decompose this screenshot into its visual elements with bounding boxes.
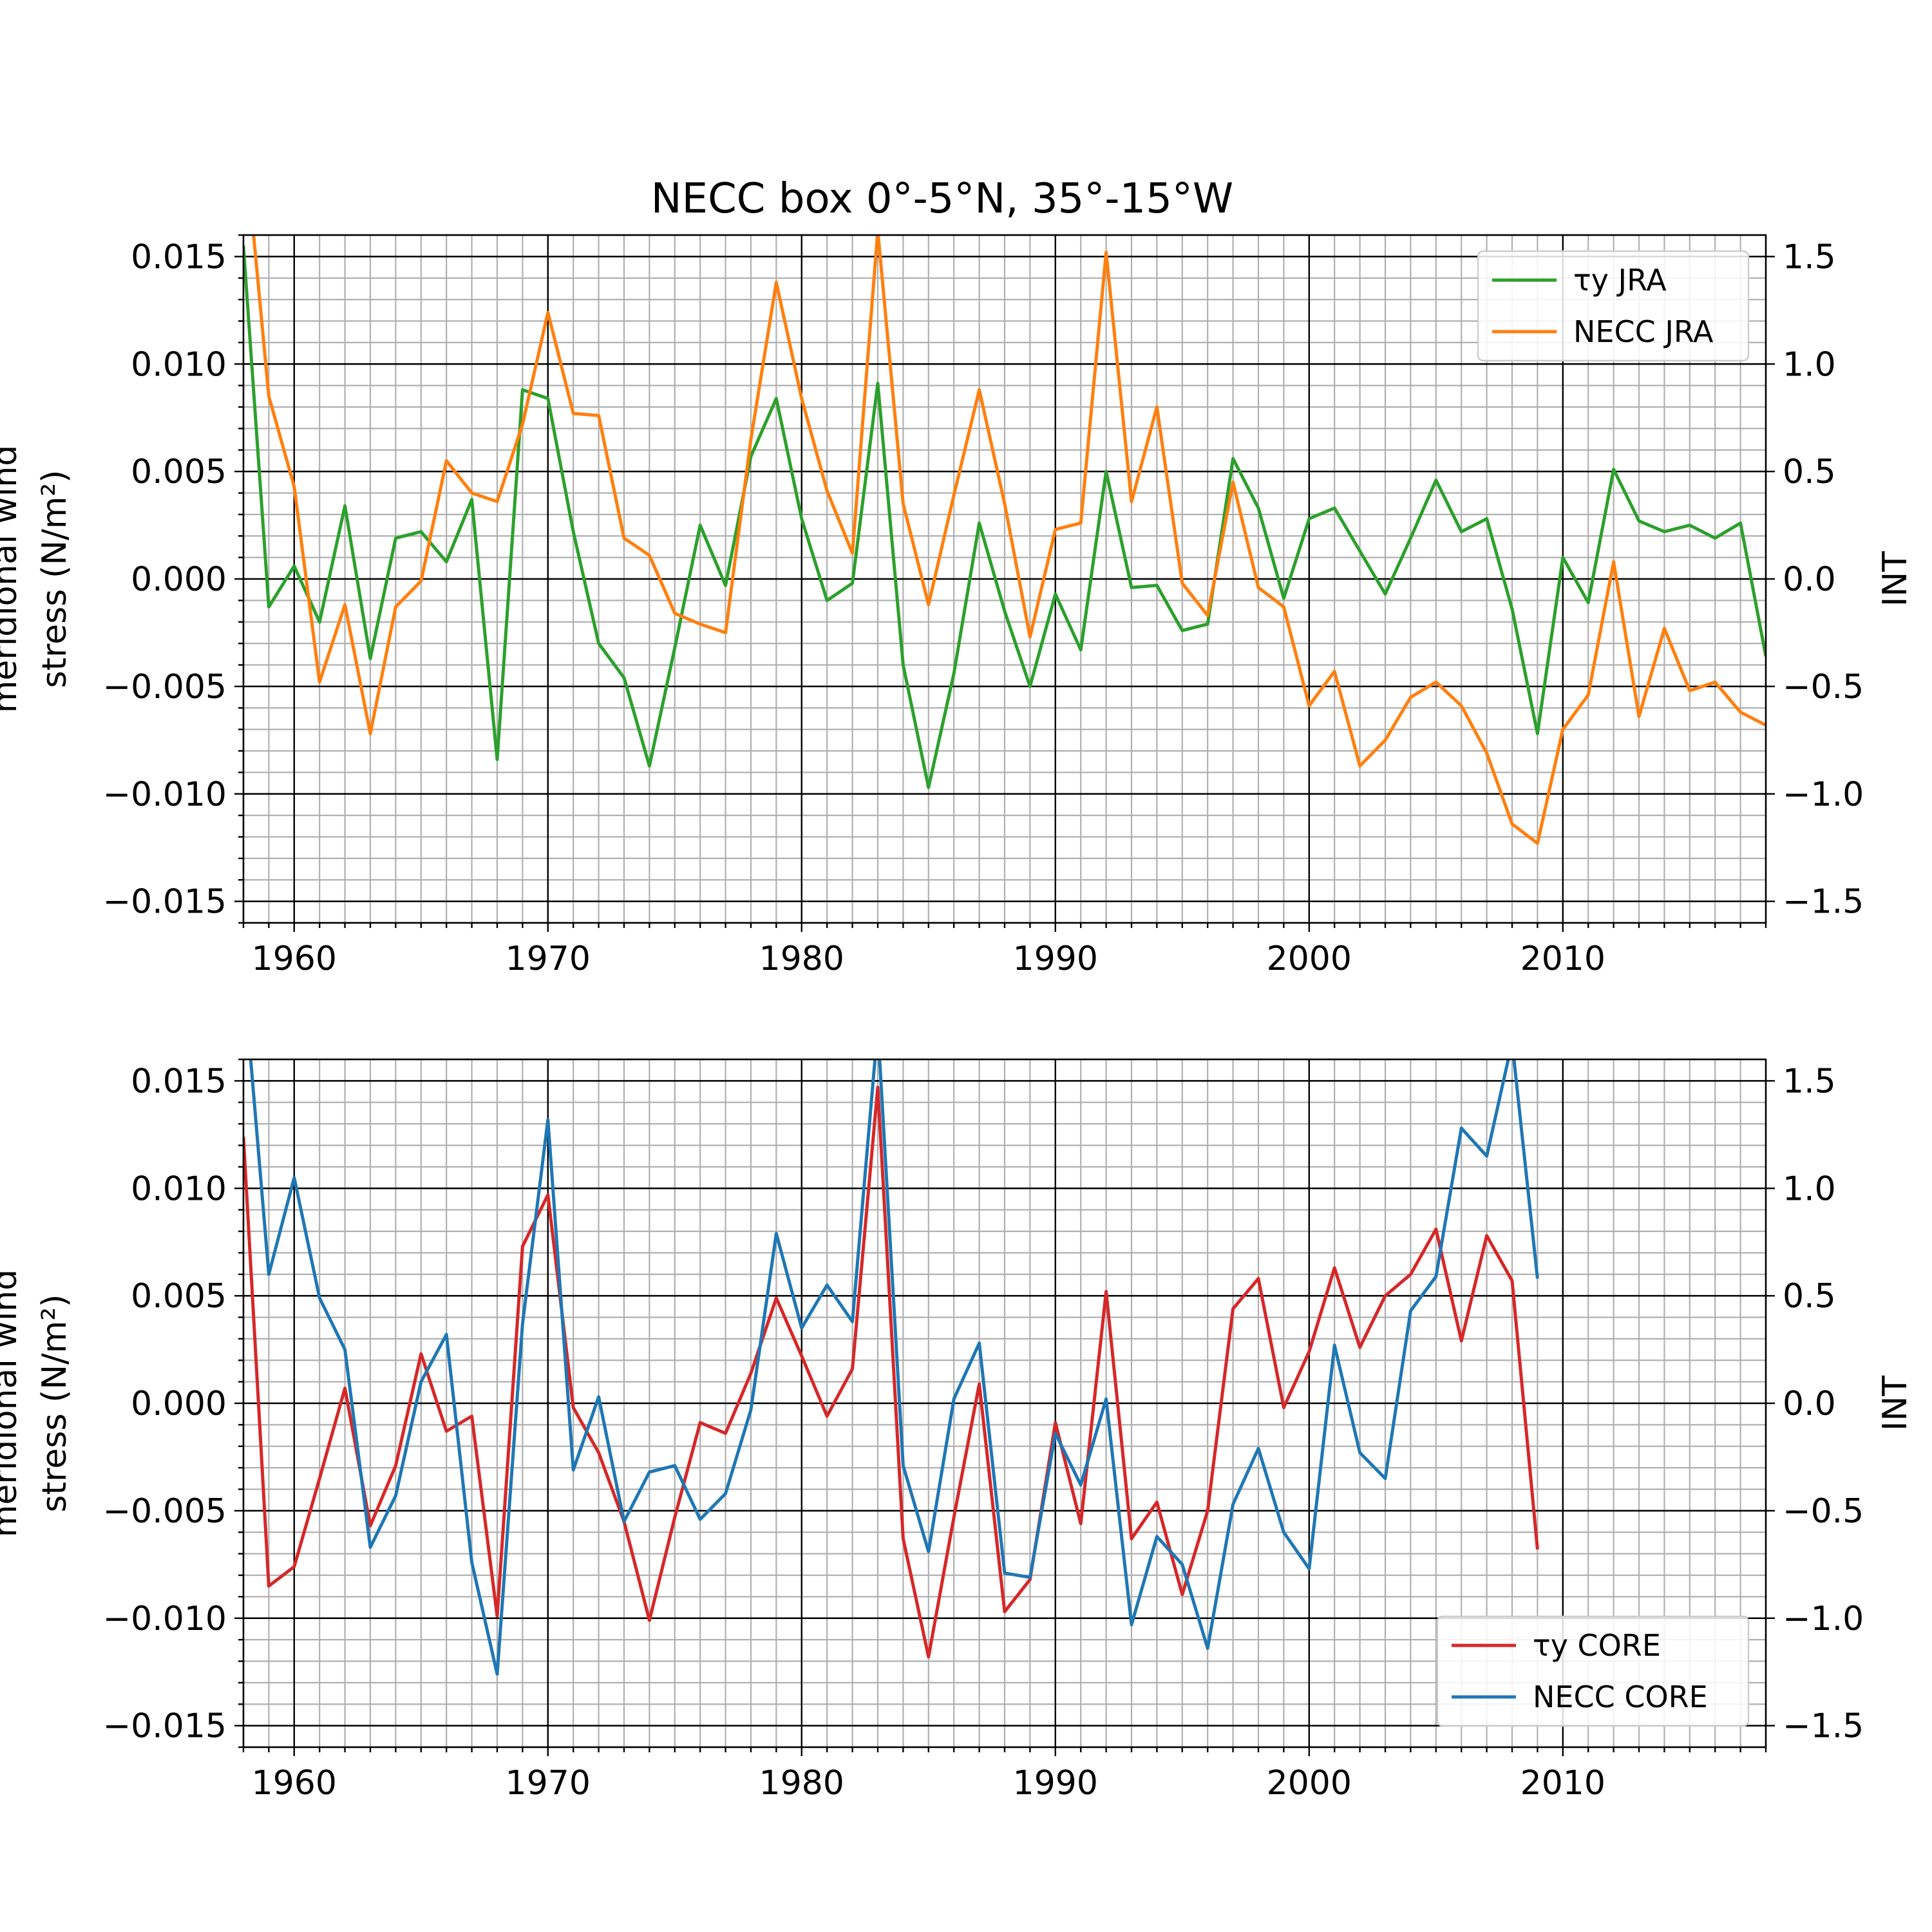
y-left-tick-label: 0.010 bbox=[131, 345, 227, 384]
y-right-tick-label: 0.5 bbox=[1783, 1277, 1836, 1316]
y-right-tick-label: 0.0 bbox=[1783, 560, 1836, 599]
x-tick-label: 2000 bbox=[1267, 1764, 1352, 1803]
y-right-tick-label: −1.0 bbox=[1783, 1600, 1864, 1638]
x-tick-label: 1970 bbox=[506, 940, 591, 978]
y-left-axis-label-line-1: meridional wind bbox=[0, 445, 24, 713]
x-tick-label: 1970 bbox=[506, 1764, 591, 1803]
y-left-tick-label: −0.005 bbox=[103, 1492, 227, 1531]
y-left-axis-label-line-2: stress (N/m²) bbox=[35, 470, 74, 688]
panel-jra: 1960 1970 1980 1990 2000 2010 0.015 0.010 0.005 0… bbox=[0, 234, 1915, 978]
series-line-1 bbox=[252, 235, 1766, 845]
legend-label-1: NECC JRA bbox=[1573, 314, 1714, 349]
y-left-tick-label: 0.015 bbox=[131, 238, 227, 276]
y-right-tick-label: −1.0 bbox=[1783, 775, 1864, 814]
y-left-tick-label: 0.005 bbox=[131, 1277, 227, 1316]
series-line-0 bbox=[243, 245, 1766, 790]
y-right-tick-label: 1.5 bbox=[1783, 1062, 1836, 1101]
x-tick-label: 2010 bbox=[1520, 940, 1605, 978]
y-right-axis-label: INT bbox=[1876, 551, 1915, 607]
x-tick-label: 2010 bbox=[1520, 1764, 1605, 1803]
y-left-tick-label: −0.010 bbox=[103, 1600, 227, 1638]
series-line-0 bbox=[243, 1085, 1539, 1659]
legend-label-0: τy CORE bbox=[1533, 1628, 1661, 1663]
y-left-tick-label: −0.015 bbox=[103, 1707, 227, 1746]
y-right-tick-label: 1.5 bbox=[1783, 238, 1836, 276]
y-right-tick-label: 1.0 bbox=[1783, 1170, 1836, 1208]
y-right-tick-label: 1.0 bbox=[1783, 345, 1836, 384]
y-left-tick-label: 0.000 bbox=[131, 1385, 227, 1423]
y-left-tick-label: −0.015 bbox=[103, 883, 227, 922]
y-left-tick-label: 0.000 bbox=[131, 560, 227, 599]
x-tick-label: 2000 bbox=[1267, 940, 1352, 978]
y-right-tick-label: −1.5 bbox=[1783, 883, 1864, 922]
legend-label-1: NECC CORE bbox=[1533, 1680, 1708, 1714]
legend-label-0: τy JRA bbox=[1573, 263, 1667, 298]
y-right-tick-label: −0.5 bbox=[1783, 668, 1864, 706]
y-left-axis-label-line-2: stress (N/m²) bbox=[35, 1294, 74, 1513]
y-left-tick-label: 0.015 bbox=[131, 1062, 227, 1101]
y-left-tick-label: 0.005 bbox=[131, 453, 227, 491]
x-tick-label: 1960 bbox=[252, 1764, 337, 1803]
x-tick-label: 1990 bbox=[1013, 1764, 1098, 1803]
y-left-axis-label-line-1: meridional wind bbox=[0, 1269, 24, 1537]
y-left-tick-label: −0.010 bbox=[103, 775, 227, 814]
y-left-tick-label: −0.005 bbox=[103, 668, 227, 706]
x-tick-label: 1980 bbox=[759, 1764, 844, 1803]
y-left-axis-label: meridional wind stress (N/m²) bbox=[0, 445, 74, 713]
y-left-axis-label: meridional wind stress (N/m²) bbox=[0, 1269, 74, 1537]
panel-core: 1960 1970 1980 1990 2000 2010 0.015 0.010 0.005 0… bbox=[0, 1058, 1915, 1803]
x-tick-label: 1960 bbox=[252, 940, 337, 978]
y-left-tick-label: 0.010 bbox=[131, 1170, 227, 1208]
chart-title: NECC box 0°-5°N, 35°-15°W bbox=[651, 175, 1233, 223]
legend: τy JRA NECC JRA bbox=[1477, 250, 1750, 362]
x-tick-label: 1990 bbox=[1013, 940, 1098, 978]
y-right-tick-label: 0.0 bbox=[1783, 1385, 1836, 1423]
series-line-1 bbox=[249, 1059, 1539, 1676]
x-tick-label: 1980 bbox=[759, 940, 844, 978]
y-right-tick-label: −1.5 bbox=[1783, 1707, 1864, 1746]
y-right-tick-label: −0.5 bbox=[1783, 1492, 1864, 1531]
y-right-axis-label: INT bbox=[1876, 1376, 1915, 1431]
legend: τy CORE NECC CORE bbox=[1436, 1615, 1750, 1727]
y-right-tick-label: 0.5 bbox=[1783, 453, 1836, 491]
